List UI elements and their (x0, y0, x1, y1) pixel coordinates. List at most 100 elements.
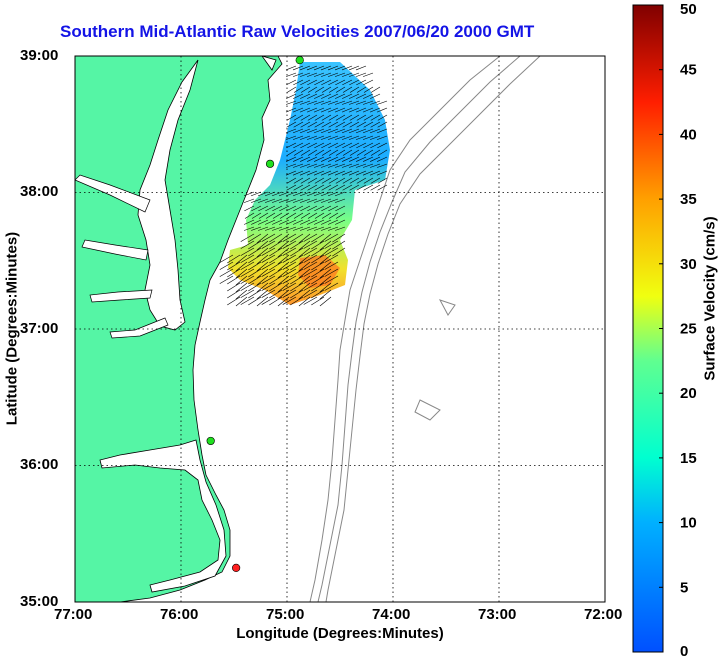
velocity-arrow (327, 100, 339, 105)
velocity-arrow (235, 275, 248, 286)
velocity-arrow (334, 226, 346, 231)
velocity-arrow (349, 177, 360, 184)
velocity-arrow (290, 296, 304, 306)
velocity-arrow (286, 184, 297, 191)
y-tick-37: 37:00 (20, 320, 59, 337)
velocity-arrow (319, 268, 332, 279)
velocity-arrow (300, 93, 311, 99)
velocity-arrow (290, 240, 304, 250)
velocity-arrow (298, 296, 311, 307)
velocity-arrow (327, 170, 339, 176)
velocity-arrow (298, 233, 311, 244)
velocity-arrow (314, 177, 325, 184)
velocity-arrow (258, 212, 269, 219)
velocity-arrow (320, 226, 332, 231)
velocity-arrow (319, 282, 332, 293)
velocity-arrow (328, 212, 339, 219)
velocity-arrow (261, 282, 276, 291)
velocity-arrow (314, 205, 325, 212)
velocity-arrow (243, 191, 255, 197)
velocity-arrow (328, 184, 339, 191)
velocity-arrow (235, 289, 248, 300)
velocity-arrow (334, 72, 346, 77)
velocity-arrow (342, 114, 353, 121)
velocity-arrow (248, 233, 262, 243)
velocity-arrow (311, 282, 325, 292)
x-axis-label: Longitude (Degrees:Minutes) (236, 625, 444, 642)
velocity-arrow (250, 198, 262, 203)
colorbar-tick-label: 35 (680, 191, 697, 208)
velocity-arrow (227, 261, 241, 271)
velocity-arrow (299, 191, 311, 197)
velocity-arrow (313, 100, 325, 105)
velocity-arrow (240, 289, 255, 298)
velocity-arrow (278, 198, 290, 203)
velocity-arrow (335, 149, 346, 156)
velocity-arrow (321, 177, 332, 184)
velocity-arrow (311, 247, 325, 257)
velocity-arrow (349, 79, 360, 86)
velocity-arrow (363, 86, 374, 93)
velocity-arrow (299, 65, 311, 71)
velocity-arrow (356, 86, 367, 93)
velocity-arrow (264, 219, 276, 225)
velocity-arrow (328, 114, 339, 121)
velocity-arrow (248, 254, 262, 264)
velocity-arrow (306, 198, 318, 203)
velocity-arrow (277, 289, 290, 300)
velocity-arrow (282, 268, 297, 277)
velocity-arrow (370, 156, 381, 162)
velocity-arrow (303, 240, 318, 249)
velocity-arrow (313, 163, 325, 168)
map-title: Southern Mid-Atlantic Raw Velocities 200… (60, 22, 535, 41)
velocity-arrow (292, 170, 304, 176)
velocity-arrow (300, 149, 311, 156)
velocity-arrow (335, 184, 346, 191)
velocity-arrow (286, 142, 297, 149)
velocity-arrow (282, 240, 297, 249)
velocity-arrow (377, 149, 388, 156)
velocity-arrow (321, 121, 332, 128)
velocity-arrow (377, 177, 388, 184)
velocity-arrow (240, 268, 255, 277)
velocity-arrow (370, 114, 381, 121)
velocity-arrow (285, 226, 297, 231)
velocity-arrow (285, 170, 297, 176)
x-tick-72: 72:00 (584, 606, 623, 623)
velocity-arrow (290, 233, 304, 243)
velocity-arrow (328, 177, 339, 184)
velocity-arrow (332, 233, 346, 243)
velocity-arrow (369, 128, 381, 134)
pamlico-sound (99, 439, 227, 593)
velocity-arrow (311, 261, 325, 271)
velocity-arrow (328, 205, 339, 212)
velocity-arrow (314, 79, 325, 86)
velocity-arrow (269, 233, 283, 243)
velocity-arrow (335, 212, 346, 219)
velocity-arrow (320, 135, 332, 140)
velocity-arrow (348, 107, 360, 113)
velocity-arrow (324, 275, 339, 284)
velocity-arrow (299, 107, 311, 113)
velocity-arrow (369, 170, 381, 176)
velocity-arrow (356, 184, 367, 191)
velocity-arrow (327, 128, 339, 134)
velocity-arrow (248, 268, 262, 278)
velocity-arrow (251, 212, 262, 219)
velocity-arrow (306, 128, 318, 134)
velocity-arrow (324, 261, 339, 270)
velocity-arrow (243, 226, 255, 231)
velocity-arrow (300, 156, 311, 162)
velocity-arrow (377, 184, 388, 191)
velocity-arrow (261, 240, 276, 249)
velocity-arrow (265, 212, 276, 219)
velocity-arrow (286, 114, 297, 121)
velocity-arrow (290, 268, 304, 278)
velocity-arrow (219, 268, 234, 277)
velocity-arrow (328, 121, 339, 128)
velocity-arrow (313, 135, 325, 140)
velocity-arrow (264, 226, 276, 231)
velocity-arrow (370, 142, 381, 149)
colorbar-tick-label: 30 (680, 256, 697, 273)
velocity-arrow (282, 247, 297, 256)
